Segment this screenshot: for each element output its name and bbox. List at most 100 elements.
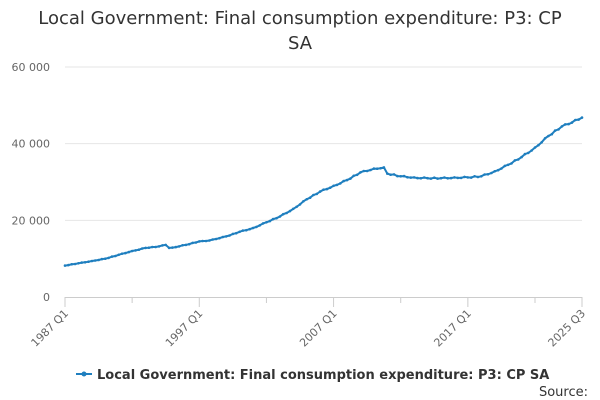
- data-point[interactable]: [120, 252, 124, 255]
- data-point[interactable]: [386, 172, 389, 175]
- data-point[interactable]: [292, 207, 295, 211]
- data-point[interactable]: [147, 246, 151, 249]
- data-point[interactable]: [134, 249, 137, 252]
- data-point[interactable]: [201, 239, 204, 243]
- data-point[interactable]: [164, 243, 167, 247]
- data-point[interactable]: [241, 229, 245, 232]
- data-point[interactable]: [503, 164, 507, 168]
- data-point[interactable]: [305, 198, 309, 201]
- data-point[interactable]: [124, 251, 127, 255]
- data-point[interactable]: [268, 219, 272, 223]
- data-point[interactable]: [473, 175, 476, 178]
- data-point[interactable]: [456, 176, 460, 180]
- data-point[interactable]: [369, 168, 372, 172]
- data-point[interactable]: [523, 152, 527, 156]
- data-point[interactable]: [248, 227, 251, 231]
- data-point[interactable]: [359, 171, 362, 174]
- data-point[interactable]: [506, 163, 510, 167]
- data-point[interactable]: [251, 226, 255, 230]
- data-point[interactable]: [63, 264, 67, 267]
- data-point[interactable]: [93, 259, 97, 262]
- data-point[interactable]: [80, 261, 84, 264]
- data-point[interactable]: [335, 183, 339, 187]
- data-point[interactable]: [500, 167, 503, 170]
- data-point[interactable]: [342, 179, 345, 183]
- data-point[interactable]: [365, 169, 369, 173]
- data-point[interactable]: [490, 171, 493, 175]
- data-point[interactable]: [496, 168, 500, 172]
- data-point[interactable]: [97, 258, 100, 262]
- data-point[interactable]: [83, 261, 87, 264]
- data-point[interactable]: [570, 121, 574, 124]
- data-point[interactable]: [278, 215, 282, 218]
- data-point[interactable]: [480, 175, 483, 178]
- legend[interactable]: Local Government: Final consumption expe…: [76, 368, 549, 383]
- data-point[interactable]: [245, 228, 248, 232]
- data-point[interactable]: [543, 137, 547, 140]
- data-point[interactable]: [436, 177, 439, 180]
- data-point[interactable]: [396, 174, 399, 178]
- data-point[interactable]: [77, 262, 80, 265]
- data-point[interactable]: [208, 239, 211, 242]
- data-point[interactable]: [476, 175, 480, 179]
- data-point[interactable]: [419, 177, 423, 180]
- data-point[interactable]: [577, 118, 580, 121]
- data-point[interactable]: [580, 116, 584, 119]
- data-point[interactable]: [214, 237, 218, 241]
- data-point[interactable]: [463, 175, 466, 179]
- data-point[interactable]: [231, 232, 235, 236]
- data-point[interactable]: [567, 122, 570, 126]
- data-point[interactable]: [537, 143, 540, 147]
- data-point[interactable]: [302, 200, 305, 203]
- data-point[interactable]: [174, 245, 178, 249]
- data-point[interactable]: [73, 262, 77, 266]
- data-point[interactable]: [493, 170, 497, 173]
- data-point[interactable]: [161, 244, 164, 247]
- data-point[interactable]: [211, 238, 214, 241]
- data-point[interactable]: [362, 169, 366, 173]
- data-point[interactable]: [433, 176, 436, 179]
- data-point[interactable]: [285, 211, 288, 215]
- data-point[interactable]: [295, 205, 298, 209]
- data-point[interactable]: [332, 184, 335, 188]
- data-point[interactable]: [426, 176, 429, 180]
- data-point[interactable]: [486, 173, 490, 176]
- data-point[interactable]: [130, 249, 134, 253]
- data-point[interactable]: [399, 175, 403, 178]
- data-point[interactable]: [325, 187, 329, 191]
- data-point[interactable]: [574, 118, 577, 122]
- data-point[interactable]: [553, 129, 557, 132]
- data-point[interactable]: [154, 245, 157, 249]
- data-point[interactable]: [563, 123, 567, 126]
- data-point[interactable]: [406, 176, 409, 179]
- data-point[interactable]: [191, 241, 194, 245]
- data-point[interactable]: [547, 134, 550, 138]
- data-point[interactable]: [67, 263, 70, 267]
- data-point[interactable]: [372, 167, 376, 170]
- data-point[interactable]: [224, 235, 228, 238]
- data-point[interactable]: [87, 260, 90, 264]
- data-point[interactable]: [177, 245, 181, 248]
- data-point[interactable]: [238, 230, 241, 234]
- data-point[interactable]: [298, 203, 302, 206]
- data-point[interactable]: [352, 174, 356, 178]
- data-point[interactable]: [550, 132, 554, 136]
- data-point[interactable]: [167, 246, 171, 250]
- data-point[interactable]: [459, 176, 463, 180]
- data-point[interactable]: [281, 212, 285, 216]
- data-point[interactable]: [560, 125, 564, 128]
- data-point[interactable]: [288, 209, 292, 213]
- data-point[interactable]: [114, 254, 117, 258]
- data-point[interactable]: [265, 221, 268, 224]
- data-point[interactable]: [402, 174, 406, 178]
- data-point[interactable]: [449, 176, 453, 180]
- data-point[interactable]: [157, 245, 161, 248]
- data-point[interactable]: [439, 176, 443, 180]
- data-point[interactable]: [510, 162, 513, 165]
- data-point[interactable]: [375, 167, 379, 170]
- data-point[interactable]: [70, 263, 73, 266]
- data-point[interactable]: [466, 176, 470, 179]
- data-point[interactable]: [379, 167, 382, 170]
- data-point[interactable]: [533, 146, 537, 149]
- data-point[interactable]: [255, 225, 258, 229]
